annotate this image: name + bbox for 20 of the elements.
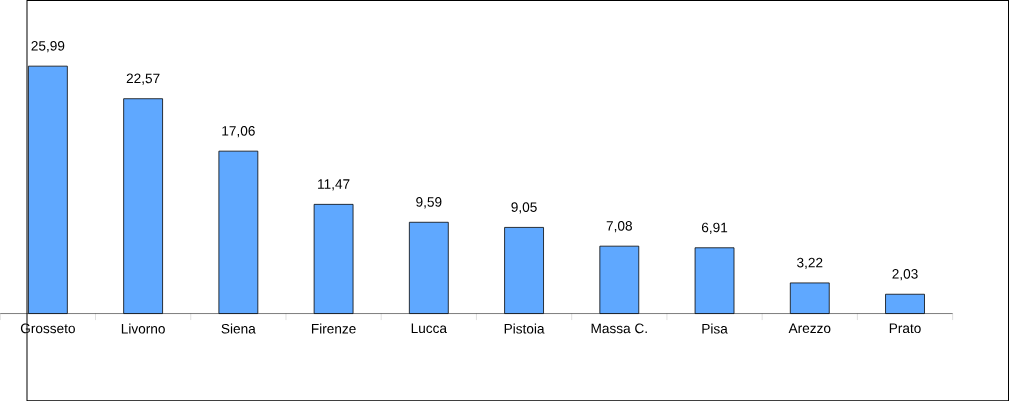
x-tick-label: Arezzo: [788, 323, 831, 333]
data-label: 3,22: [797, 257, 823, 269]
data-label: 25,99: [31, 40, 65, 53]
x-tick-label: Firenze: [311, 323, 356, 334]
data-label: 9,05: [511, 202, 537, 214]
x-tick-label: Siena: [221, 323, 256, 334]
data-label: 9,59: [416, 197, 442, 209]
data-label: 22,57: [126, 73, 160, 85]
data-label: 11,47: [318, 179, 350, 191]
x-tick-label: Lucca: [411, 323, 448, 333]
x-tick-label: Massa C.: [591, 323, 647, 334]
x-tick-label: Pistoia: [504, 323, 545, 334]
x-tick-label: Pisa: [702, 323, 728, 334]
data-label: 17,06: [222, 125, 255, 138]
data-label: 7,08: [606, 220, 632, 233]
x-tick-label: Grosseto: [20, 323, 75, 334]
x-tick-label: Livorno: [121, 323, 165, 334]
data-label: 6,91: [701, 222, 728, 234]
data-label: 2,03: [892, 269, 918, 281]
x-tick-label: Prato: [889, 323, 921, 333]
